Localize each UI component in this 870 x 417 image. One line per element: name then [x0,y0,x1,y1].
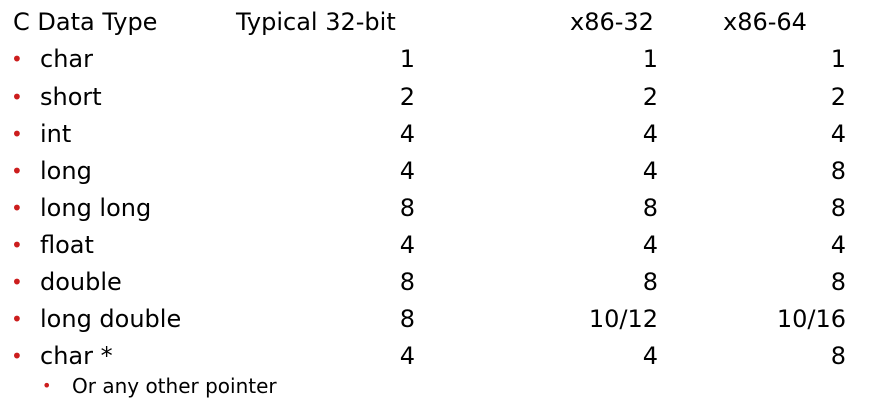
x86-32-size: 4 [642,342,658,370]
bullet-icon: • [11,270,23,294]
sub-bullet-text: Or any other pointer [72,374,277,398]
typical-32-bit-size: 4 [399,342,415,370]
bullet-icon: • [11,47,23,71]
x86-64-size: 10/16 [776,305,846,333]
sub-bullet-icon: • [42,376,52,395]
x86-32-size: 4 [642,157,658,185]
header-c-data-type: C Data Type [13,8,158,36]
type-name: float [40,231,94,259]
x86-32-size: 1 [642,45,658,73]
x86-64-size: 4 [830,231,846,259]
type-name: char * [40,342,113,370]
x86-64-size: 8 [830,342,846,370]
table-row: • short 2 2 2 [0,79,870,115]
type-name: long double [40,305,182,333]
bullet-icon: • [11,85,23,109]
header-typical-32-bit: Typical 32-bit [236,8,396,36]
x86-64-size: 8 [830,268,846,296]
table-row: • long long 8 8 8 [0,190,870,226]
typical-32-bit-size: 8 [399,268,415,296]
x86-32-size: 4 [642,120,658,148]
table-row: • int 4 4 4 [0,116,870,152]
typical-32-bit-size: 4 [399,120,415,148]
bullet-icon: • [11,344,23,368]
x86-64-size: 8 [830,157,846,185]
table-row: • char 1 1 1 [0,41,870,77]
type-name: short [40,83,102,111]
typical-32-bit-size: 4 [399,157,415,185]
typical-32-bit-size: 2 [399,83,415,111]
table-header-row: C Data Type Typical 32-bit x86-32 x86-64 [0,4,870,40]
table-row: • long double 8 10/12 10/16 [0,301,870,337]
table-row: • float 4 4 4 [0,227,870,263]
typical-32-bit-size: 1 [399,45,415,73]
bullet-icon: • [11,233,23,257]
table-row: • double 8 8 8 [0,264,870,300]
table-row: • long 4 4 8 [0,153,870,189]
x86-32-size: 4 [642,231,658,259]
header-x86-32: x86-32 [570,8,654,36]
x86-64-size: 2 [830,83,846,111]
bullet-icon: • [11,159,23,183]
x86-32-size: 2 [642,83,658,111]
typical-32-bit-size: 8 [399,305,415,333]
type-name: double [40,268,122,296]
x86-64-size: 8 [830,194,846,222]
typical-32-bit-size: 4 [399,231,415,259]
x86-32-size: 8 [642,194,658,222]
bullet-icon: • [11,196,23,220]
x86-32-size: 10/12 [588,305,658,333]
sub-bullet-row: • Or any other pointer [0,368,870,404]
type-name: long [40,157,92,185]
typical-32-bit-size: 8 [399,194,415,222]
type-name: int [40,120,72,148]
header-x86-64: x86-64 [723,8,807,36]
type-name: char [40,45,93,73]
table-row: • char * 4 4 8 [0,338,870,374]
x86-64-size: 1 [830,45,846,73]
x86-32-size: 8 [642,268,658,296]
bullet-icon: • [11,307,23,331]
x86-64-size: 4 [830,120,846,148]
type-name: long long [40,194,152,222]
bullet-icon: • [11,122,23,146]
